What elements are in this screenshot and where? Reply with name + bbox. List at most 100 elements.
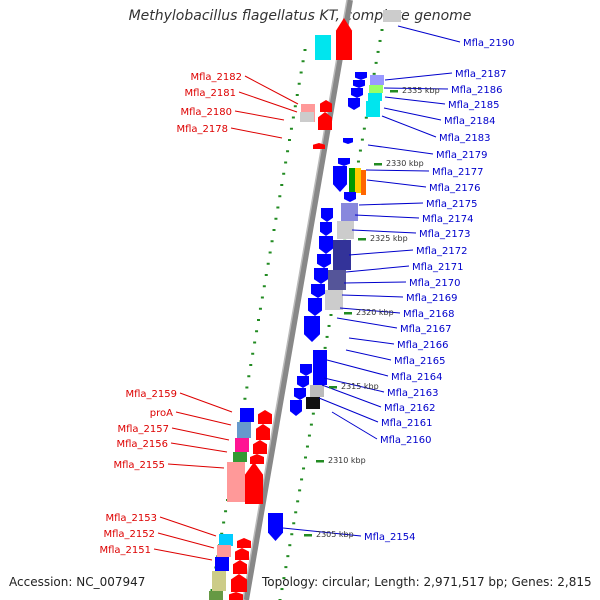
left-tick xyxy=(266,262,270,265)
left-tick xyxy=(251,352,255,355)
gene-label-mfla_2172: Mfla_2172 xyxy=(416,246,468,257)
forward-gene xyxy=(300,364,312,376)
left-tick xyxy=(282,172,286,175)
gene-label-mfla_2162: Mfla_2162 xyxy=(384,403,436,414)
gene-label-mfla_2157: Mfla_2157 xyxy=(117,424,169,435)
left-tick xyxy=(289,127,293,130)
reverse-gene xyxy=(313,143,325,149)
leader-line xyxy=(348,249,414,256)
leader-line xyxy=(167,463,225,469)
gene-label-mfla_2184: Mfla_2184 xyxy=(444,116,496,127)
gene-segment xyxy=(212,571,226,591)
right-tick xyxy=(360,138,364,141)
gene-segment xyxy=(370,75,384,85)
right-tick xyxy=(325,335,329,338)
leader-line xyxy=(345,265,410,273)
right-tick xyxy=(296,500,300,503)
gene-label-mfla_2155: Mfla_2155 xyxy=(113,460,165,471)
gene-label-mfla_2160: Mfla_2160 xyxy=(380,435,432,446)
forward-gene xyxy=(343,138,353,144)
right-tick xyxy=(329,314,333,316)
gene-label-mfla_2181: Mfla_2181 xyxy=(184,88,236,99)
left-tick xyxy=(255,330,259,333)
leader-line xyxy=(381,115,437,138)
left-tick xyxy=(247,375,251,378)
gene-segment xyxy=(217,545,231,557)
gene-label-mfla_2180: Mfla_2180 xyxy=(180,107,232,118)
forward-gene xyxy=(297,376,309,388)
gene-label-mfla_2186: Mfla_2186 xyxy=(451,85,503,96)
backbone-line xyxy=(243,0,353,600)
right-tick xyxy=(364,116,368,119)
gene-segment xyxy=(313,350,327,385)
left-tick xyxy=(295,94,299,96)
scale-tick xyxy=(344,312,352,315)
leader-line xyxy=(366,179,427,188)
leader-line xyxy=(348,337,395,345)
left-tick xyxy=(270,240,274,243)
right-tick xyxy=(294,511,298,514)
gene-label-mfla_2190: Mfla_2190 xyxy=(463,38,515,49)
leader-line xyxy=(384,96,446,105)
gene-segment xyxy=(369,85,383,93)
forward-gene xyxy=(304,316,320,342)
gene-label-mfla_2173: Mfla_2173 xyxy=(419,229,471,240)
right-tick xyxy=(280,588,284,591)
left-tick xyxy=(268,251,272,254)
gene-segment xyxy=(355,168,361,193)
right-tick xyxy=(362,127,366,130)
leader-line xyxy=(383,107,442,121)
right-tick xyxy=(323,346,327,349)
leader-line xyxy=(179,392,233,413)
left-tick xyxy=(245,386,249,389)
left-tick xyxy=(224,510,228,513)
leader-line xyxy=(326,359,389,377)
right-tick xyxy=(378,39,382,42)
right-tick xyxy=(307,434,311,437)
leader-line xyxy=(358,202,424,206)
gene-blocks xyxy=(209,10,401,600)
right-tick xyxy=(286,555,290,558)
left-tick xyxy=(243,397,247,400)
leader-line xyxy=(321,384,382,408)
gene-segment xyxy=(227,462,245,502)
reverse-gene xyxy=(237,538,251,548)
leader-line xyxy=(351,229,417,234)
reverse-gene xyxy=(245,462,263,504)
leader-line xyxy=(354,214,420,219)
gene-label-mfla_2167: Mfla_2167 xyxy=(400,324,452,335)
forward-gene xyxy=(321,208,333,222)
gene-label-mfla_2156: Mfla_2156 xyxy=(116,439,168,450)
left-tick xyxy=(288,139,291,141)
gene-label-mfla_2182: Mfla_2182 xyxy=(190,72,242,83)
gene-segment xyxy=(368,93,382,101)
gene-label-mfla_2164: Mfla_2164 xyxy=(391,372,443,383)
left-tick xyxy=(301,60,305,63)
gene-segment xyxy=(219,534,233,546)
gene-label-mfla_2152: Mfla_2152 xyxy=(103,529,155,540)
gene-label-mfla_2166: Mfla_2166 xyxy=(397,340,449,351)
gene-label-mfla_2185: Mfla_2185 xyxy=(448,100,500,111)
leader-line xyxy=(244,75,299,105)
left-tick xyxy=(276,206,280,209)
scale-tick xyxy=(329,386,337,389)
left-tick xyxy=(260,296,264,299)
right-tick xyxy=(372,72,376,75)
scale-label: 2325 kbp xyxy=(370,234,408,243)
scale-labels: 2335 kbp 2330 kbp 2325 kbp 2320 kbp 2315 kbp… xyxy=(304,86,440,539)
scale-tick xyxy=(390,90,398,93)
scale-tick xyxy=(316,460,324,463)
left-tick xyxy=(280,184,284,186)
leader-line xyxy=(159,516,217,537)
right-tick xyxy=(305,445,309,448)
gene-label-mfla_2163: Mfla_2163 xyxy=(387,388,439,399)
gene-segment xyxy=(300,112,314,122)
gene-segment xyxy=(240,408,254,422)
forward-gene xyxy=(344,192,356,202)
right-tick xyxy=(358,149,362,152)
gene-label-mfla_2183: Mfla_2183 xyxy=(439,133,491,144)
gene-label-proa: proA xyxy=(150,408,173,419)
leader-line xyxy=(365,169,430,172)
gene-label-mfla_2171: Mfla_2171 xyxy=(412,262,464,273)
left-tick xyxy=(299,71,303,74)
